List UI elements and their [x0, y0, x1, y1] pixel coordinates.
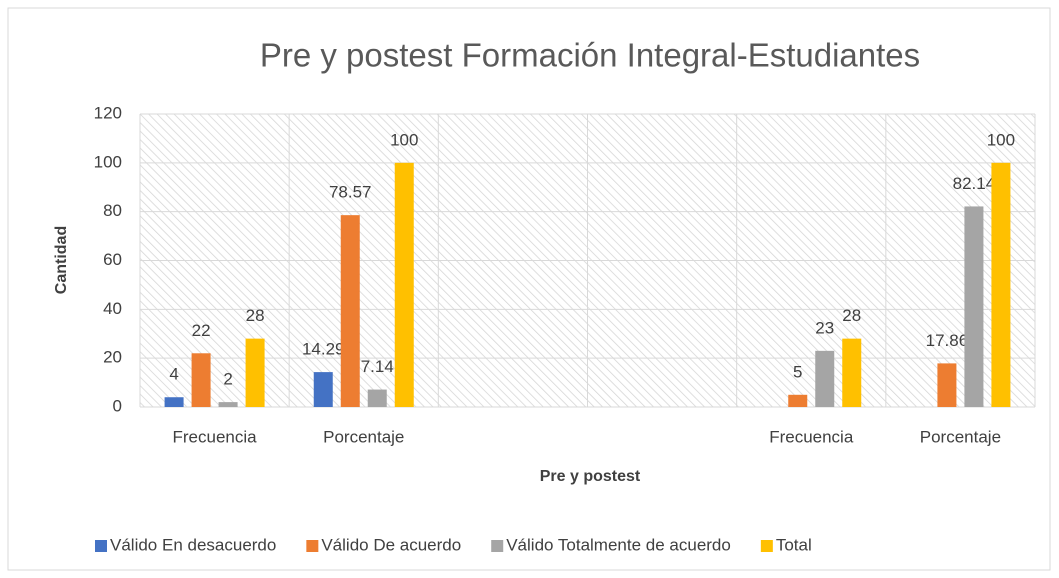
bar: [394, 162, 414, 407]
y-tick-label: 40: [103, 299, 122, 318]
data-label: 82.14: [953, 174, 996, 193]
data-label: 100: [390, 130, 418, 149]
y-tick-label: 100: [94, 152, 122, 171]
legend-label: Válido En desacuerdo: [110, 535, 276, 554]
y-tick-label: 0: [113, 396, 122, 415]
data-label: 22: [192, 321, 211, 340]
bar: [991, 162, 1011, 407]
data-label: 4: [169, 365, 178, 384]
y-axis-title: Cantidad: [53, 226, 70, 294]
data-label: 78.57: [329, 183, 372, 202]
legend-swatch: [306, 540, 319, 552]
legend-label: Válido De acuerdo: [321, 535, 461, 554]
x-axis-title: Pre y postest: [540, 468, 641, 485]
bar: [164, 397, 184, 407]
data-label: 100: [987, 130, 1015, 149]
bar: [191, 353, 211, 407]
bar: [245, 338, 265, 407]
bar: [367, 389, 387, 407]
bar: [313, 372, 333, 407]
data-label: 17.86: [926, 331, 969, 350]
bar: [218, 402, 238, 407]
x-tick-label: Porcentaje: [323, 427, 404, 446]
data-label: 7.14: [361, 357, 394, 376]
legend-swatch: [760, 540, 773, 552]
data-label: 28: [842, 306, 861, 325]
bar: [937, 363, 957, 407]
y-tick-label: 80: [103, 201, 122, 220]
legend-label: Total: [776, 535, 812, 554]
data-label: 23: [815, 318, 834, 337]
x-tick-label: Frecuencia: [173, 427, 258, 446]
bar: [964, 206, 984, 407]
data-label: 2: [223, 370, 232, 389]
chart-title: Pre y postest Formación Integral-Estudia…: [260, 37, 920, 74]
y-tick-label: 20: [103, 348, 122, 367]
y-tick-label: 60: [103, 250, 122, 269]
legend-swatch: [95, 540, 107, 552]
legend-swatch: [491, 540, 504, 552]
bar: [815, 350, 835, 407]
x-tick-label: Frecuencia: [769, 427, 854, 446]
x-tick-label: Porcentaje: [920, 427, 1001, 446]
bar: [842, 338, 862, 407]
data-label: 5: [793, 362, 802, 381]
data-label: 14.29: [302, 340, 345, 359]
y-tick-label: 120: [94, 103, 122, 122]
legend-label: Válido Totalmente de acuerdo: [506, 535, 731, 554]
data-label: 28: [246, 306, 265, 325]
bar: [788, 394, 808, 407]
bar: [340, 215, 360, 407]
